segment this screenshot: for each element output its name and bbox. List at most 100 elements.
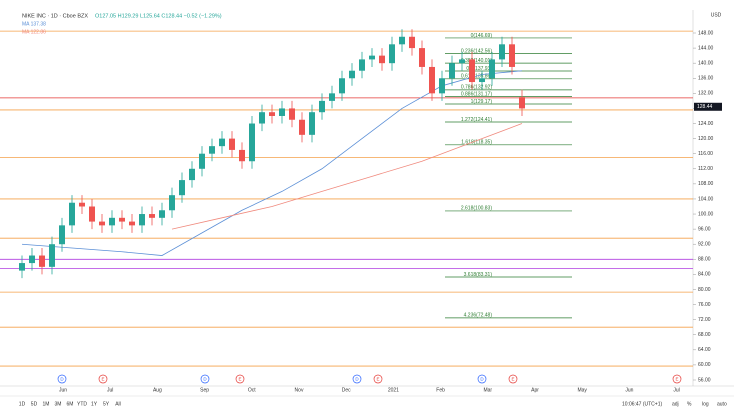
- candle-body: [519, 97, 525, 109]
- y-tick-label: 108.00: [698, 181, 714, 187]
- fib-label: 2.618(100.83): [461, 206, 492, 212]
- y-tick-label: 144.00: [698, 45, 714, 51]
- event-marker[interactable]: [373, 374, 383, 384]
- candle-body: [499, 44, 505, 60]
- fib-label: 0.5(137.93): [466, 66, 492, 72]
- candle-body: [149, 214, 155, 218]
- ma-legend: MA 122.86: [22, 29, 46, 35]
- y-tick-label: 116.00: [698, 151, 713, 157]
- candle-body: [79, 202, 85, 207]
- event-label: E: [511, 377, 514, 382]
- y-tick-label: 92.00: [698, 242, 711, 248]
- candle-body: [179, 180, 185, 196]
- y-tick-label: 64.00: [698, 347, 711, 353]
- candle-body: [369, 55, 375, 60]
- event-marker[interactable]: [672, 374, 682, 384]
- event-marker[interactable]: [200, 374, 210, 384]
- x-tick-label: Apr: [531, 387, 539, 393]
- event-marker[interactable]: [235, 374, 245, 384]
- event-label: D: [203, 377, 207, 382]
- range-button[interactable]: 3M: [55, 401, 62, 407]
- range-button[interactable]: 1M: [43, 401, 50, 407]
- x-tick-label: Nov: [295, 387, 304, 393]
- last-price-tag: [694, 102, 722, 111]
- currency[interactable]: USD: [711, 12, 722, 18]
- range-button[interactable]: 1D: [19, 401, 26, 407]
- symbol-title[interactable]: NIKE INC · 1D · Cboe BZX: [22, 13, 88, 19]
- candle-body: [249, 123, 255, 162]
- fib-label: 0.382(140.01): [461, 58, 492, 64]
- chart-option[interactable]: adj: [672, 401, 679, 407]
- x-tick-label: Jul: [107, 387, 113, 393]
- event-label: E: [675, 377, 678, 382]
- candle-body: [239, 149, 245, 162]
- range-button[interactable]: All: [115, 401, 121, 407]
- candle-body: [29, 255, 35, 264]
- event-marker[interactable]: [352, 374, 362, 384]
- candle-body: [259, 112, 265, 124]
- range-button[interactable]: 5D: [31, 401, 38, 407]
- range-button[interactable]: 1Y: [91, 401, 98, 407]
- event-marker[interactable]: [477, 374, 487, 384]
- clock: 10:06:47 (UTC+1): [622, 401, 662, 407]
- candle-body: [479, 78, 485, 83]
- event-label: E: [376, 377, 379, 382]
- candle-body: [409, 36, 415, 49]
- candle-body: [509, 44, 515, 67]
- candle-body: [279, 108, 285, 116]
- range-button[interactable]: YTD: [77, 401, 87, 407]
- event-label: D: [60, 377, 64, 382]
- fib-label: 0.236(142.56): [461, 48, 492, 54]
- event-label: D: [480, 377, 484, 382]
- fib-label: 0.786(132.92): [461, 85, 492, 91]
- event-marker[interactable]: [508, 374, 518, 384]
- range-button[interactable]: 6M: [67, 401, 74, 407]
- y-tick-label: 100.00: [698, 211, 714, 217]
- candle-body: [459, 59, 465, 64]
- candle-body: [449, 63, 455, 79]
- candle-body: [439, 78, 445, 94]
- event-label: D: [355, 377, 359, 382]
- candle-body: [19, 263, 25, 271]
- fib-label: 0(146.69): [471, 33, 493, 39]
- x-tick-label: Feb: [436, 387, 445, 393]
- y-tick-label: 136.00: [698, 76, 714, 82]
- fib-label: 1.618(118.35): [461, 140, 492, 146]
- fib-label: 1.272(124.41): [461, 117, 492, 123]
- chart-option[interactable]: log: [702, 401, 709, 407]
- range-button[interactable]: 5Y: [103, 401, 110, 407]
- chart-option[interactable]: %: [687, 401, 692, 407]
- candle-body: [99, 221, 105, 226]
- fib-label: 1(129.17): [471, 99, 493, 105]
- candle-body: [139, 214, 145, 226]
- candle-body: [199, 153, 205, 169]
- x-tick-label: Oct: [248, 387, 256, 393]
- y-tick-label: 88.00: [698, 257, 711, 263]
- event-label: E: [238, 377, 241, 382]
- candle-body: [329, 93, 335, 101]
- candle-body: [189, 168, 195, 181]
- fib-label: 4.236(72.48): [464, 313, 493, 319]
- event-marker[interactable]: [98, 374, 108, 384]
- ma-legend: MA 137.38: [22, 21, 46, 27]
- candle-body: [109, 217, 115, 226]
- candle-body: [129, 221, 135, 226]
- candle-body: [489, 59, 495, 79]
- candle-body: [309, 112, 315, 135]
- candle-body: [339, 78, 345, 94]
- y-tick-label: 124.00: [698, 121, 714, 127]
- candle-body: [169, 195, 175, 211]
- y-tick-label: 80.00: [698, 287, 711, 293]
- chart-option[interactable]: auto: [717, 401, 727, 407]
- x-tick-label: 2021: [388, 387, 399, 393]
- event-marker[interactable]: [57, 374, 67, 384]
- candle-body: [419, 48, 425, 67]
- candle-body: [219, 138, 225, 147]
- candle-body: [49, 244, 55, 267]
- y-tick-label: 56.00: [698, 377, 711, 383]
- candle-body: [159, 210, 165, 218]
- x-tick-label: Jun: [59, 387, 67, 393]
- candle-body: [229, 138, 235, 150]
